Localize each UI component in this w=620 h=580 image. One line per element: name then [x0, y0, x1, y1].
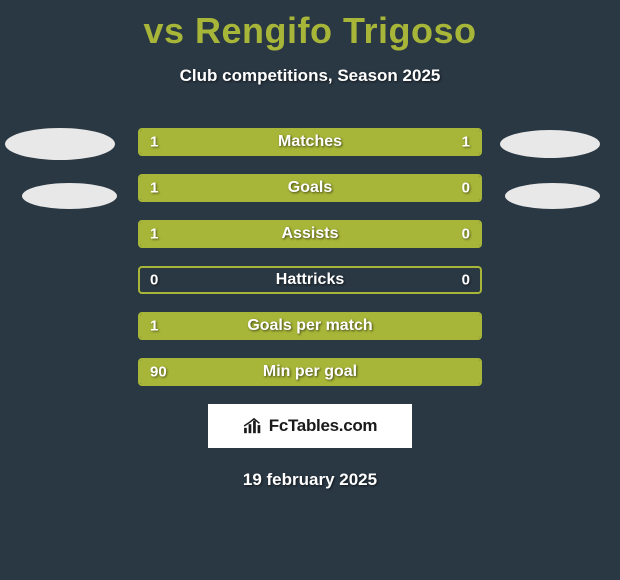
bar-value-left: 1 [150, 134, 158, 151]
stat-bar: 1 Goals per match [138, 312, 482, 340]
bar-label: Goals [288, 179, 332, 197]
logo-text: FcTables.com [269, 416, 378, 436]
bar-chart-icon [243, 417, 265, 435]
stat-bar: 1 1 Matches [138, 128, 482, 156]
bar-value-left: 1 [150, 180, 158, 197]
stat-bar: 1 0 Assists [138, 220, 482, 248]
bar-label: Hattricks [276, 271, 344, 289]
stat-bar: 1 0 Goals [138, 174, 482, 202]
page-subtitle: Club competitions, Season 2025 [0, 66, 620, 86]
team-left-shape-2 [22, 183, 117, 209]
bar-value-right: 0 [462, 180, 470, 197]
bar-value-right: 0 [462, 272, 470, 289]
stat-bar: 90 Min per goal [138, 358, 482, 386]
logo-box: FcTables.com [208, 404, 412, 448]
bar-value-left: 1 [150, 226, 158, 243]
bar-label: Assists [282, 225, 339, 243]
bar-value-left: 0 [150, 272, 158, 289]
page-title: vs Rengifo Trigoso [0, 0, 620, 52]
comparison-bars: 1 1 Matches 1 0 Goals 1 0 Assists 0 0 Hattricks 1 Goa… [138, 128, 482, 386]
bar-value-right: 0 [462, 226, 470, 243]
bar-value-left: 1 [150, 318, 158, 335]
bar-fill-left [140, 222, 400, 246]
bar-fill-left [140, 176, 400, 200]
bar-value-left: 90 [150, 364, 167, 381]
team-right-shape-2 [505, 183, 600, 209]
comparison-area: 1 1 Matches 1 0 Goals 1 0 Assists 0 0 Hattricks 1 Goa… [0, 128, 620, 386]
bar-label: Goals per match [247, 317, 372, 335]
team-right-shape-1 [500, 130, 600, 158]
date-text: 19 february 2025 [0, 470, 620, 490]
stat-bar: 0 0 Hattricks [138, 266, 482, 294]
bar-label: Matches [278, 133, 342, 151]
bar-value-right: 1 [462, 134, 470, 151]
team-left-shape-1 [5, 128, 115, 160]
bar-label: Min per goal [263, 363, 357, 381]
